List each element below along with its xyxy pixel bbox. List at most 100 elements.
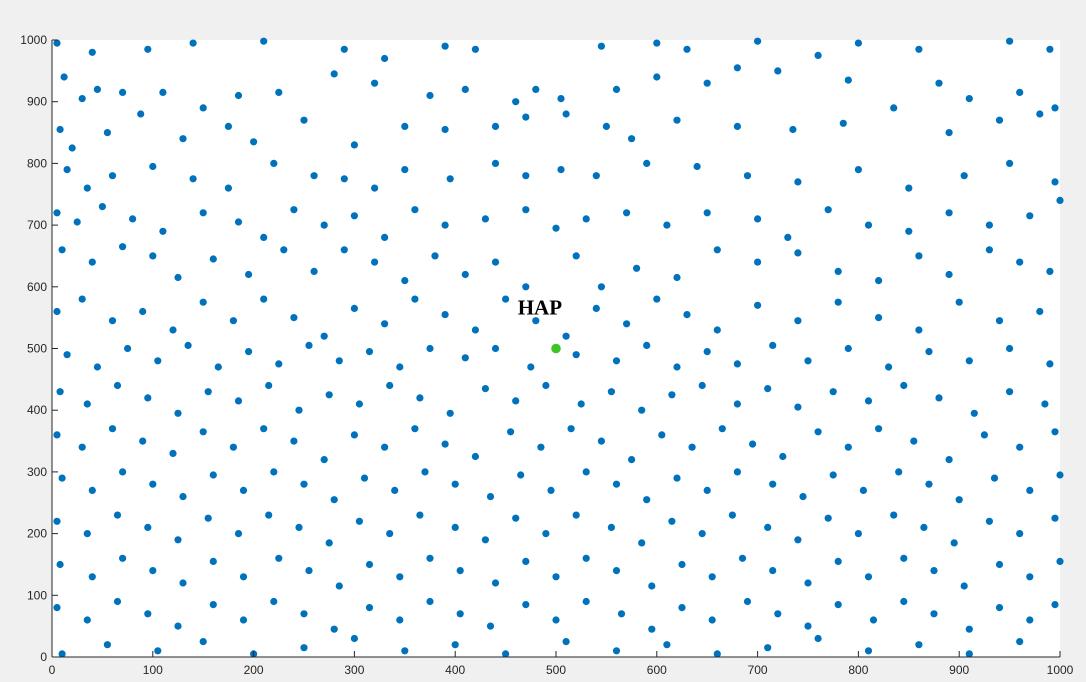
- data-point: [713, 650, 721, 658]
- data-point: [612, 567, 621, 575]
- data-point: [214, 363, 222, 371]
- data-point: [597, 283, 606, 291]
- data-point: [965, 650, 973, 658]
- data-point: [174, 273, 182, 282]
- data-point: [350, 431, 358, 439]
- data-point: [814, 428, 822, 436]
- data-point: [58, 474, 66, 482]
- data-point: [688, 443, 696, 451]
- data-point: [829, 388, 837, 396]
- data-point: [1026, 486, 1034, 494]
- data-point: [461, 354, 469, 362]
- data-point: [239, 486, 248, 494]
- data-point: [985, 246, 994, 254]
- data-point: [1051, 601, 1059, 609]
- data-point: [542, 381, 550, 390]
- data-point: [350, 141, 358, 149]
- data-point: [890, 104, 898, 112]
- data-point: [179, 493, 187, 501]
- data-point: [1026, 212, 1034, 220]
- data-point: [617, 610, 626, 618]
- data-point: [552, 224, 560, 232]
- data-point: [340, 175, 348, 183]
- data-point: [895, 468, 903, 476]
- data-point: [119, 243, 127, 251]
- data-point: [441, 125, 449, 134]
- y-tick-label: 0: [40, 650, 47, 664]
- data-point: [794, 536, 802, 544]
- data-point: [965, 625, 973, 633]
- data-point: [93, 363, 101, 371]
- data-point: [517, 471, 525, 479]
- data-point: [350, 634, 358, 643]
- data-point: [905, 184, 913, 192]
- data-point: [234, 218, 243, 226]
- hap-label: HAP: [518, 296, 563, 320]
- y-tick-label: 600: [27, 280, 47, 294]
- data-point: [1056, 196, 1064, 204]
- data-point: [799, 493, 807, 501]
- data-point: [108, 317, 117, 325]
- data-point: [320, 456, 328, 464]
- data-point: [628, 456, 636, 464]
- data-point: [602, 122, 611, 130]
- data-point: [386, 381, 394, 390]
- data-point: [174, 622, 182, 630]
- data-point: [149, 252, 157, 260]
- data-point: [864, 573, 873, 581]
- data-point: [224, 122, 232, 130]
- data-point: [139, 437, 147, 445]
- data-point: [119, 88, 127, 96]
- data-point: [834, 298, 842, 306]
- data-point: [53, 209, 61, 217]
- data-point: [189, 175, 197, 183]
- data-point: [572, 511, 580, 519]
- data-point: [441, 42, 449, 50]
- data-point: [431, 252, 439, 260]
- data-point: [839, 119, 847, 127]
- data-point: [522, 601, 530, 609]
- data-point: [365, 604, 374, 612]
- data-point: [411, 295, 419, 303]
- data-point: [673, 474, 681, 482]
- data-point: [1051, 104, 1059, 112]
- data-point: [930, 567, 938, 575]
- data-point: [103, 129, 111, 137]
- data-point: [794, 403, 802, 411]
- data-point: [265, 381, 273, 390]
- data-point: [572, 252, 580, 260]
- data-point: [169, 326, 177, 334]
- data-point: [481, 215, 489, 223]
- data-point: [83, 184, 91, 192]
- data-point: [1036, 307, 1044, 316]
- data-point: [250, 138, 258, 146]
- data-point: [340, 246, 348, 254]
- data-point: [491, 344, 500, 353]
- data-point: [915, 252, 923, 260]
- data-point: [703, 486, 711, 494]
- data-point: [653, 73, 661, 81]
- data-point: [491, 579, 500, 587]
- data-point: [532, 85, 540, 93]
- data-point: [784, 233, 792, 241]
- data-point: [416, 511, 424, 519]
- data-point: [547, 486, 555, 494]
- data-point: [804, 579, 812, 587]
- data-point: [743, 172, 752, 180]
- data-point: [834, 557, 842, 566]
- data-point: [265, 511, 273, 519]
- data-point: [864, 397, 873, 405]
- data-point: [537, 443, 545, 451]
- data-point: [1026, 573, 1034, 581]
- data-point: [124, 344, 132, 353]
- data-point: [53, 517, 61, 525]
- data-point: [713, 246, 721, 254]
- data-point: [280, 246, 288, 254]
- data-point: [592, 172, 600, 180]
- data-point: [567, 425, 575, 433]
- data-point: [607, 388, 616, 396]
- data-point: [149, 162, 157, 171]
- data-point: [310, 267, 318, 275]
- data-point: [174, 536, 182, 544]
